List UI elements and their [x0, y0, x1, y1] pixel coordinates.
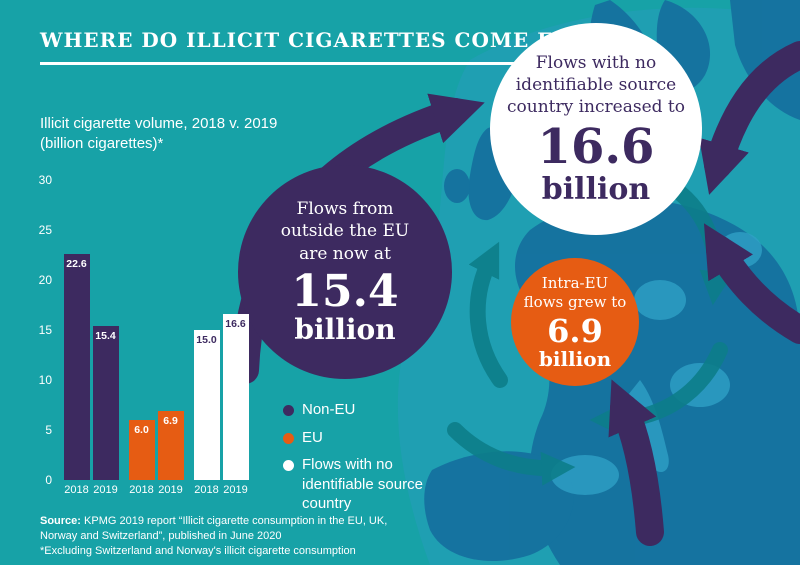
callout-no-source-text: Flows with no identifiable source countr… — [507, 53, 685, 118]
legend-item-no-source: Flows with no identifiable source countr… — [283, 455, 427, 514]
bar-value-label: 22.6 — [66, 258, 87, 270]
legend-item-eu: EU — [283, 428, 427, 448]
bar-year-label: 2018 — [194, 484, 219, 496]
bar-year-label: 2019 — [223, 484, 248, 496]
callout-intra-eu-unit: billion — [538, 347, 612, 372]
callout-no-source-circle: Flows with no identifiable source countr… — [490, 23, 702, 235]
callout-non-eu-text: Flows from outside the EU are now at — [280, 199, 410, 264]
legend-label-no-source: Flows with no identifiable source countr… — [302, 456, 423, 512]
bar-column: 6.9 2019 — [157, 411, 184, 502]
callout-non-eu-value: 15.4 — [291, 265, 399, 317]
y-axis-tick-10: 10 — [38, 373, 52, 387]
bar-non-eu-2019: 15.4 — [92, 326, 119, 480]
flow-arrow — [703, 223, 800, 344]
legend-swatch-eu — [283, 432, 294, 444]
bar-eu-2019: 6.9 — [157, 411, 184, 480]
chart-legend: Non-EU EU Flows with no identifiable sou… — [283, 400, 427, 522]
source-label: Source: — [40, 515, 81, 527]
legend-swatch-non-eu — [283, 405, 294, 416]
source-note: Source: KPMG 2019 report “Illicit cigare… — [40, 514, 387, 544]
bar-column: 16.6 2019 — [222, 314, 249, 502]
bar-non-eu-2018: 22.6 — [63, 254, 90, 480]
y-axis-tick-20: 20 — [38, 273, 52, 287]
legend-label-non-eu: Non-EU — [302, 401, 356, 418]
y-axis-tick-15: 15 — [38, 323, 52, 337]
bar-chart: 0 5 10 15 20 25 30 22.6 2018 15.4 2019 6.0 2018 6.9 2… — [26, 173, 257, 502]
callout-non-eu-unit: billion — [294, 312, 396, 346]
bar-flows-with-no-identifiable-source-country-2018: 15.0 — [193, 330, 220, 480]
bar-value-label: 15.0 — [196, 334, 217, 346]
bar-group-flows-with-no-identifiable-source-country: 15.0 2018 16.6 2019 — [192, 314, 250, 502]
callout-intra-eu-circle: Intra-EU flows grew to 6.9 billion — [511, 258, 639, 386]
plot-area: 22.6 2018 15.4 2019 6.0 2018 6.9 2019 15.0 2018 16… — [62, 254, 257, 502]
bar-eu-2018: 6.0 — [128, 420, 155, 480]
y-axis-tick-25: 25 — [38, 223, 52, 237]
swirl-arrow — [447, 422, 576, 486]
bar-group-eu: 6.0 2018 6.9 2019 — [127, 411, 185, 502]
bar-year-label: 2019 — [158, 484, 183, 496]
title-underline — [40, 62, 520, 65]
bar-value-label: 16.6 — [225, 318, 246, 330]
legend-swatch-no-source — [283, 460, 294, 471]
flow-arrow — [699, 41, 800, 195]
y-axis-tick-5: 5 — [45, 423, 52, 437]
page-title: WHERE DO ILLICIT CIGARETTES COME FROM? — [40, 28, 625, 52]
bar-flows-with-no-identifiable-source-country-2019: 16.6 — [222, 314, 249, 480]
bar-value-label: 6.0 — [134, 424, 149, 436]
bar-value-label: 6.9 — [163, 415, 178, 427]
bar-column: 22.6 2018 — [63, 254, 90, 502]
bar-column: 15.0 2018 — [193, 330, 220, 502]
callout-no-source-value: 16.6 — [537, 119, 655, 176]
footnote: *Excluding Switzerland and Norway's illi… — [40, 545, 356, 557]
legend-item-non-eu: Non-EU — [283, 400, 427, 420]
callout-no-source-unit: billion — [541, 171, 651, 207]
swirl-arrow — [468, 241, 508, 388]
y-axis-tick-0: 0 — [45, 473, 52, 487]
callout-intra-eu-value: 6.9 — [547, 311, 603, 350]
flow-arrows — [231, 41, 800, 546]
flow-arrow — [608, 379, 664, 546]
callout-intra-eu-text: Intra-EU flows grew to — [523, 273, 627, 312]
bar-column: 15.4 2019 — [92, 326, 119, 502]
bar-year-label: 2018 — [129, 484, 154, 496]
bar-group-non-eu: 22.6 2018 15.4 2019 — [62, 254, 120, 502]
bar-value-label: 15.4 — [95, 330, 116, 342]
callout-non-eu-circle: Flows from outside the EU are now at 15.… — [238, 165, 452, 379]
bar-year-label: 2019 — [93, 484, 118, 496]
bar-column: 6.0 2018 — [128, 420, 155, 502]
source-text: KPMG 2019 report “Illicit cigarette cons… — [40, 515, 388, 542]
bar-year-label: 2018 — [64, 484, 89, 496]
y-axis: 0 5 10 15 20 25 30 — [26, 173, 56, 487]
legend-label-eu: EU — [302, 428, 323, 446]
y-axis-tick-30: 30 — [38, 173, 52, 187]
chart-subtitle: Illicit cigarette volume, 2018 v. 2019 (… — [40, 115, 278, 153]
